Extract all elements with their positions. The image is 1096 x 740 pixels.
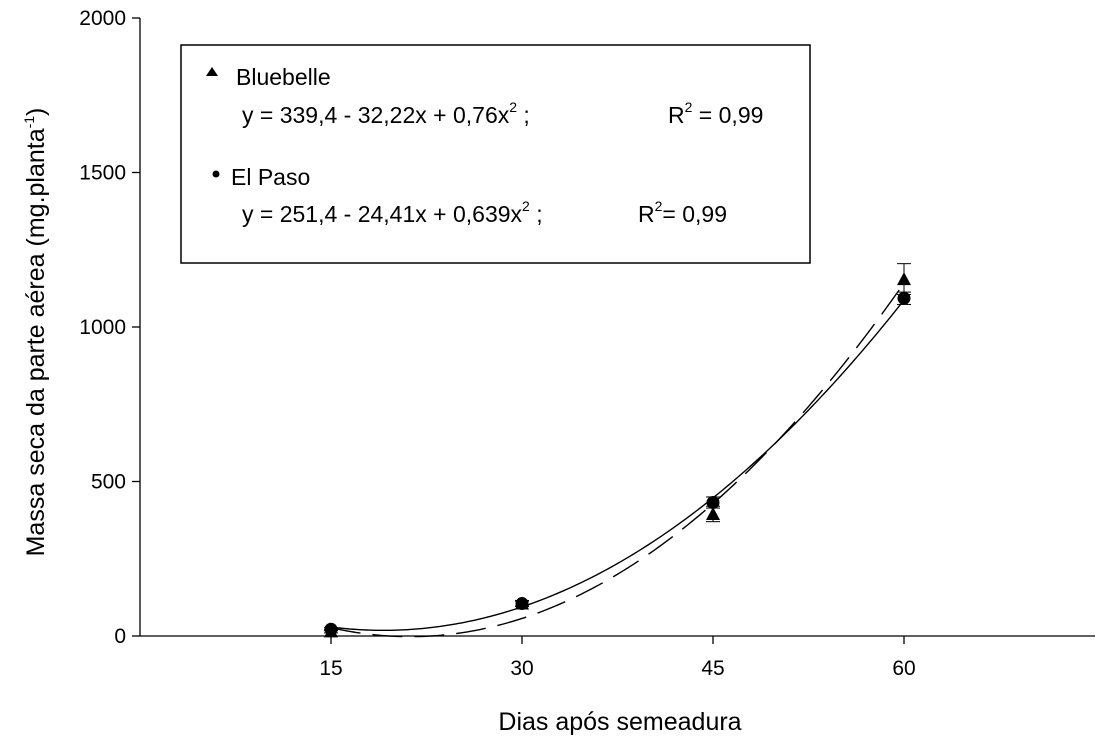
error-bars: [324, 263, 911, 634]
point-circle-1-0: [324, 622, 338, 636]
legend-bluebelle-name: Bluebelle: [236, 64, 331, 90]
point-circle-1-2: [706, 496, 720, 510]
y-tick-label-1000: 1000: [79, 316, 126, 339]
axis-ticks: 0 500 1000 1500 2000 15 30 45 60: [79, 7, 915, 680]
legend-triangle-marker: [206, 67, 218, 76]
fit-curve-0: [330, 282, 905, 638]
legend-bluebelle-r2: R2 = 0,99: [668, 99, 763, 128]
y-axis-label: Massa seca da parte aérea (mg.planta-1): [21, 108, 50, 557]
fit-curves: [330, 282, 905, 638]
x-tick-label-30: 30: [510, 657, 533, 680]
y-tick-label-0: 0: [114, 625, 126, 648]
legend-elpaso-name: El Paso: [231, 164, 310, 190]
legend-box: [180, 44, 811, 264]
point-circle-1-3: [897, 291, 911, 305]
y-tick-label-1500: 1500: [79, 162, 126, 185]
point-triangle-0-3: [897, 272, 911, 286]
y-tick-label-500: 500: [91, 471, 126, 494]
data-markers: [324, 272, 911, 638]
legend: Bluebelle y = 339,4 - 32,22x + 0,76x2 ; …: [180, 44, 811, 264]
fit-curve-1: [330, 299, 905, 632]
point-triangle-0-2: [706, 506, 720, 520]
legend-elpaso-equation: y = 251,4 - 24,41x + 0,639x2 ;: [242, 198, 543, 227]
y-tick-label-2000: 2000: [79, 7, 126, 30]
x-axis-label: Dias após semeadura: [498, 708, 741, 736]
x-tick-label-45: 45: [701, 657, 724, 680]
x-tick-label-15: 15: [319, 657, 342, 680]
legend-circle-marker: [212, 170, 220, 178]
x-tick-label-60: 60: [892, 657, 915, 680]
point-circle-1-1: [515, 597, 529, 611]
legend-elpaso-r2: R2= 0,99: [638, 198, 727, 227]
legend-bluebelle-equation: y = 339,4 - 32,22x + 0,76x2 ;: [242, 99, 530, 128]
